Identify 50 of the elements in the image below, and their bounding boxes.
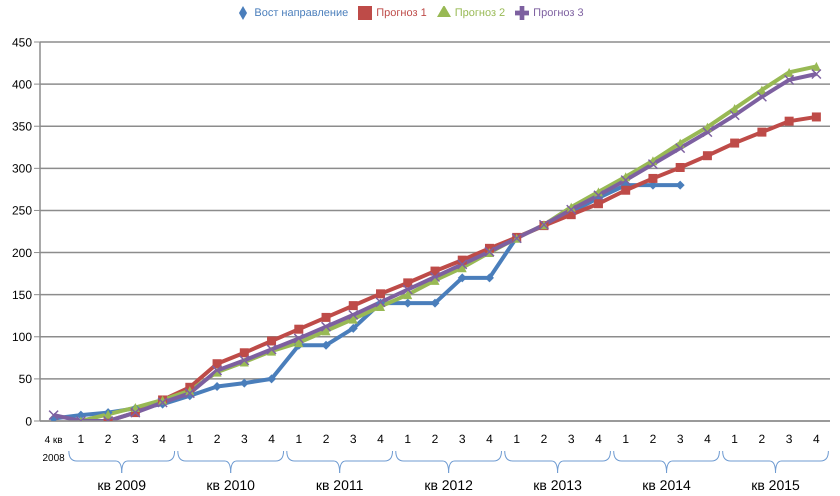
x-tick-label: 2 [758, 432, 766, 446]
y-tick-label: 350 [12, 119, 32, 134]
x-tick-label: 4 [486, 432, 494, 446]
text: кв 2009 [97, 477, 146, 493]
x-tick-label: 3 [132, 432, 139, 446]
y-tick-label: 50 [18, 372, 32, 386]
x-tick-label: 4 кв 2008 [42, 435, 66, 464]
text: кв 2010 [206, 477, 256, 493]
x-tick-label: 3 [350, 432, 357, 446]
x-tick-label: 4 [377, 432, 384, 446]
x-tick-label: 1 [622, 432, 630, 446]
x-tick-label: 4 [595, 432, 602, 446]
legend-label: Вост направление [254, 6, 348, 19]
legend-label: Прогноз 2 [454, 6, 506, 19]
y-tick-label: 100 [12, 330, 32, 344]
legend-label: Прогноз 1 [376, 6, 427, 19]
x-tick-label: 1 [295, 432, 302, 446]
x-tick-label: 2 [322, 432, 330, 446]
x-tick-label: 2 [540, 432, 548, 446]
x-tick-label: 3 [240, 432, 248, 446]
x-tick-label: 1 [186, 432, 194, 446]
x-tick-label: 1 [731, 432, 738, 446]
x-tick-label: 2 [214, 432, 221, 446]
text: кв 2011 [316, 477, 364, 493]
text: кв 2015 [751, 477, 800, 493]
x-tick-label: 1 [78, 432, 85, 446]
y-tick-label: 400 [12, 77, 32, 92]
x-tick-label: 4 [813, 432, 820, 446]
x-tick-label: 2 [650, 432, 657, 446]
x-tick-label: 3 [458, 432, 466, 446]
x-tick-label: 4 [704, 432, 712, 446]
x-tick-label: 3 [786, 432, 793, 446]
text: кв 2014 [642, 477, 692, 493]
y-tick-label: 300 [12, 162, 32, 176]
x-tick-label: 1 [513, 432, 520, 446]
y-tick-label: 0 [25, 414, 32, 428]
y-tick-label: 250 [12, 204, 32, 218]
x-tick-label: 3 [568, 432, 575, 446]
x-tick-label: 2 [104, 432, 112, 446]
text: кв 2013 [533, 477, 582, 493]
x-tick-label: 3 [676, 432, 684, 446]
legend-label: Прогноз 3 [533, 6, 584, 19]
x-tick-label: 1 [404, 432, 412, 446]
y-tick-label: 200 [12, 246, 32, 260]
x-tick-label: 4 [159, 432, 166, 446]
x-tick-label: 4 [268, 432, 276, 446]
y-tick-label: 450 [12, 35, 32, 50]
text: кв 2012 [424, 477, 474, 493]
y-tick-label: 150 [12, 288, 32, 302]
x-tick-label: 2 [432, 432, 439, 446]
